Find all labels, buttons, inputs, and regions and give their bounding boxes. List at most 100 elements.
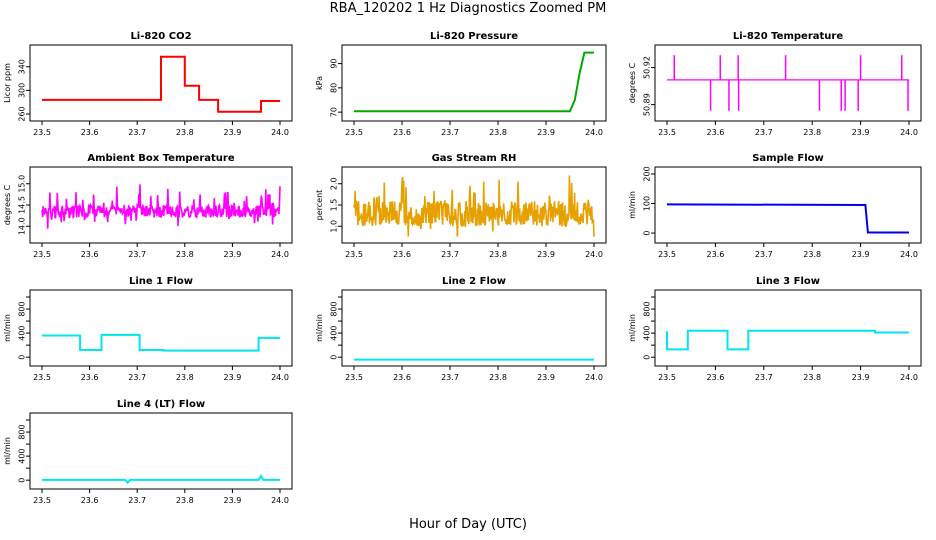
x-tick-label: 23.9 bbox=[223, 496, 241, 505]
y-tick-label: 100 bbox=[643, 196, 652, 211]
y-tick-label: 50.92 bbox=[643, 56, 652, 79]
figure-xlabel: Hour of Day (UTC) bbox=[409, 517, 527, 532]
y-axis-label: ml/min bbox=[628, 191, 637, 219]
x-tick-label: 23.9 bbox=[223, 250, 241, 259]
panel-title: Li-820 CO2 bbox=[130, 31, 191, 42]
y-axis-label: percent bbox=[315, 190, 324, 221]
panel-frame bbox=[29, 166, 293, 244]
chart-panel-3: Li-820 Temperature degrees C 23.5 23.6 23.7 2… bbox=[628, 31, 922, 137]
x-tick-label: 23.8 bbox=[176, 373, 194, 382]
y-tick-label: 800 bbox=[18, 301, 27, 316]
x-tick-label: 24.0 bbox=[271, 496, 289, 505]
x-tick-label: 24.0 bbox=[900, 128, 918, 137]
y-tick-label: 400 bbox=[18, 325, 27, 340]
data-line bbox=[666, 203, 909, 234]
y-axis-label: kPa bbox=[315, 76, 324, 90]
x-tick-label: 23.8 bbox=[489, 250, 507, 259]
data-line bbox=[353, 175, 595, 237]
y-tick-label: 800 bbox=[18, 424, 27, 439]
y-tick-label: 800 bbox=[643, 301, 652, 316]
panel-title: Line 4 (LT) Flow bbox=[117, 399, 205, 410]
x-tick-label: 23.5 bbox=[345, 250, 363, 259]
x-tick-label: 23.7 bbox=[128, 373, 146, 382]
panel-frame bbox=[341, 289, 607, 367]
y-tick-label: 50.89 bbox=[643, 93, 652, 116]
x-tick-label: 23.7 bbox=[128, 250, 146, 259]
x-tick-label: 23.6 bbox=[393, 128, 411, 137]
x-tick-label: 23.8 bbox=[176, 250, 194, 259]
x-tick-label: 23.9 bbox=[852, 373, 870, 382]
x-tick-label: 24.0 bbox=[271, 250, 289, 259]
panel-frame bbox=[654, 289, 922, 367]
x-tick-label: 23.6 bbox=[706, 128, 724, 137]
panel-title: Sample Flow bbox=[752, 153, 824, 164]
x-tick-label: 23.8 bbox=[803, 250, 821, 259]
x-tick-label: 23.9 bbox=[537, 373, 555, 382]
y-tick-label: 0 bbox=[18, 355, 27, 360]
y-tick-label: 400 bbox=[18, 448, 27, 463]
x-tick-label: 23.8 bbox=[176, 128, 194, 137]
x-tick-label: 23.5 bbox=[33, 496, 51, 505]
chart-panel-2: Li-820 Pressure kPa 23.5 23.6 23.7 23.8 23.9 24… bbox=[315, 31, 607, 137]
x-tick-label: 23.6 bbox=[81, 250, 99, 259]
x-tick-label: 24.0 bbox=[585, 128, 603, 137]
chart-panel-10: Line 4 (LT) Flow ml/min 23.5 23.6 23.7 23.8 23… bbox=[3, 399, 293, 505]
chart-panel-6: Sample Flow ml/min 23.5 23.6 23.7 23.8 23.9 24.… bbox=[628, 153, 922, 259]
x-tick-label: 23.7 bbox=[128, 496, 146, 505]
x-tick-label: 24.0 bbox=[900, 373, 918, 382]
y-axis-label: ml/min bbox=[3, 314, 12, 342]
x-tick-label: 23.8 bbox=[803, 128, 821, 137]
panel-frame bbox=[341, 44, 607, 122]
x-tick-label: 23.7 bbox=[755, 128, 773, 137]
x-tick-label: 23.9 bbox=[223, 373, 241, 382]
y-tick-label: 800 bbox=[330, 301, 339, 316]
y-tick-label: 1.5 bbox=[330, 199, 339, 212]
data-line bbox=[42, 474, 280, 485]
data-line bbox=[41, 184, 281, 229]
panel-title: Li-820 Temperature bbox=[733, 31, 843, 42]
y-tick-label: 340 bbox=[18, 59, 27, 74]
x-tick-label: 23.5 bbox=[33, 373, 51, 382]
x-tick-label: 23.7 bbox=[755, 250, 773, 259]
chart-panel-7: Line 1 Flow ml/min 23.5 23.6 23.7 23.8 23.9 24.… bbox=[3, 276, 293, 382]
y-tick-label: 14.0 bbox=[18, 217, 27, 235]
x-tick-label: 24.0 bbox=[271, 373, 289, 382]
x-tick-label: 23.6 bbox=[706, 373, 724, 382]
x-tick-label: 23.5 bbox=[33, 128, 51, 137]
x-tick-label: 23.6 bbox=[81, 128, 99, 137]
y-tick-label: 0 bbox=[18, 478, 27, 483]
x-tick-label: 23.5 bbox=[658, 373, 676, 382]
chart-panel-5: Gas Stream RH percent 23.5 23.6 23.7 23.8 23.9… bbox=[315, 153, 607, 259]
panel-frame bbox=[29, 44, 293, 122]
x-tick-label: 24.0 bbox=[585, 373, 603, 382]
data-line bbox=[666, 329, 909, 351]
chart-panel-4: Ambient Box Temperature degrees C 23.5 23.6… bbox=[3, 153, 293, 259]
panel-title: Line 3 Flow bbox=[756, 276, 820, 287]
x-tick-label: 23.5 bbox=[658, 128, 676, 137]
x-tick-label: 23.8 bbox=[489, 373, 507, 382]
x-tick-label: 23.8 bbox=[489, 128, 507, 137]
y-axis-label: ml/min bbox=[3, 437, 12, 465]
y-tick-label: 15.0 bbox=[18, 175, 27, 193]
data-line bbox=[354, 51, 594, 113]
y-tick-label: 0 bbox=[330, 355, 339, 360]
x-tick-label: 24.0 bbox=[900, 250, 918, 259]
y-tick-label: 14.5 bbox=[18, 196, 27, 214]
y-axis-label: ml/min bbox=[315, 314, 324, 342]
panel-frame bbox=[29, 412, 293, 490]
x-tick-label: 23.6 bbox=[393, 373, 411, 382]
y-axis-label: ml/min bbox=[628, 314, 637, 342]
y-tick-label: 260 bbox=[18, 106, 27, 121]
panel-title: Ambient Box Temperature bbox=[87, 153, 234, 164]
x-tick-label: 23.9 bbox=[537, 128, 555, 137]
y-axis-label: degrees C bbox=[628, 62, 637, 103]
y-axis-label: degrees C bbox=[3, 184, 12, 225]
y-tick-label: 300 bbox=[18, 83, 27, 98]
x-tick-label: 23.7 bbox=[128, 128, 146, 137]
y-tick-label: 1.0 bbox=[330, 220, 339, 233]
x-tick-label: 24.0 bbox=[271, 128, 289, 137]
panel-title: Line 1 Flow bbox=[129, 276, 193, 287]
panel-frame bbox=[654, 166, 922, 244]
y-tick-label: 90 bbox=[330, 58, 339, 68]
